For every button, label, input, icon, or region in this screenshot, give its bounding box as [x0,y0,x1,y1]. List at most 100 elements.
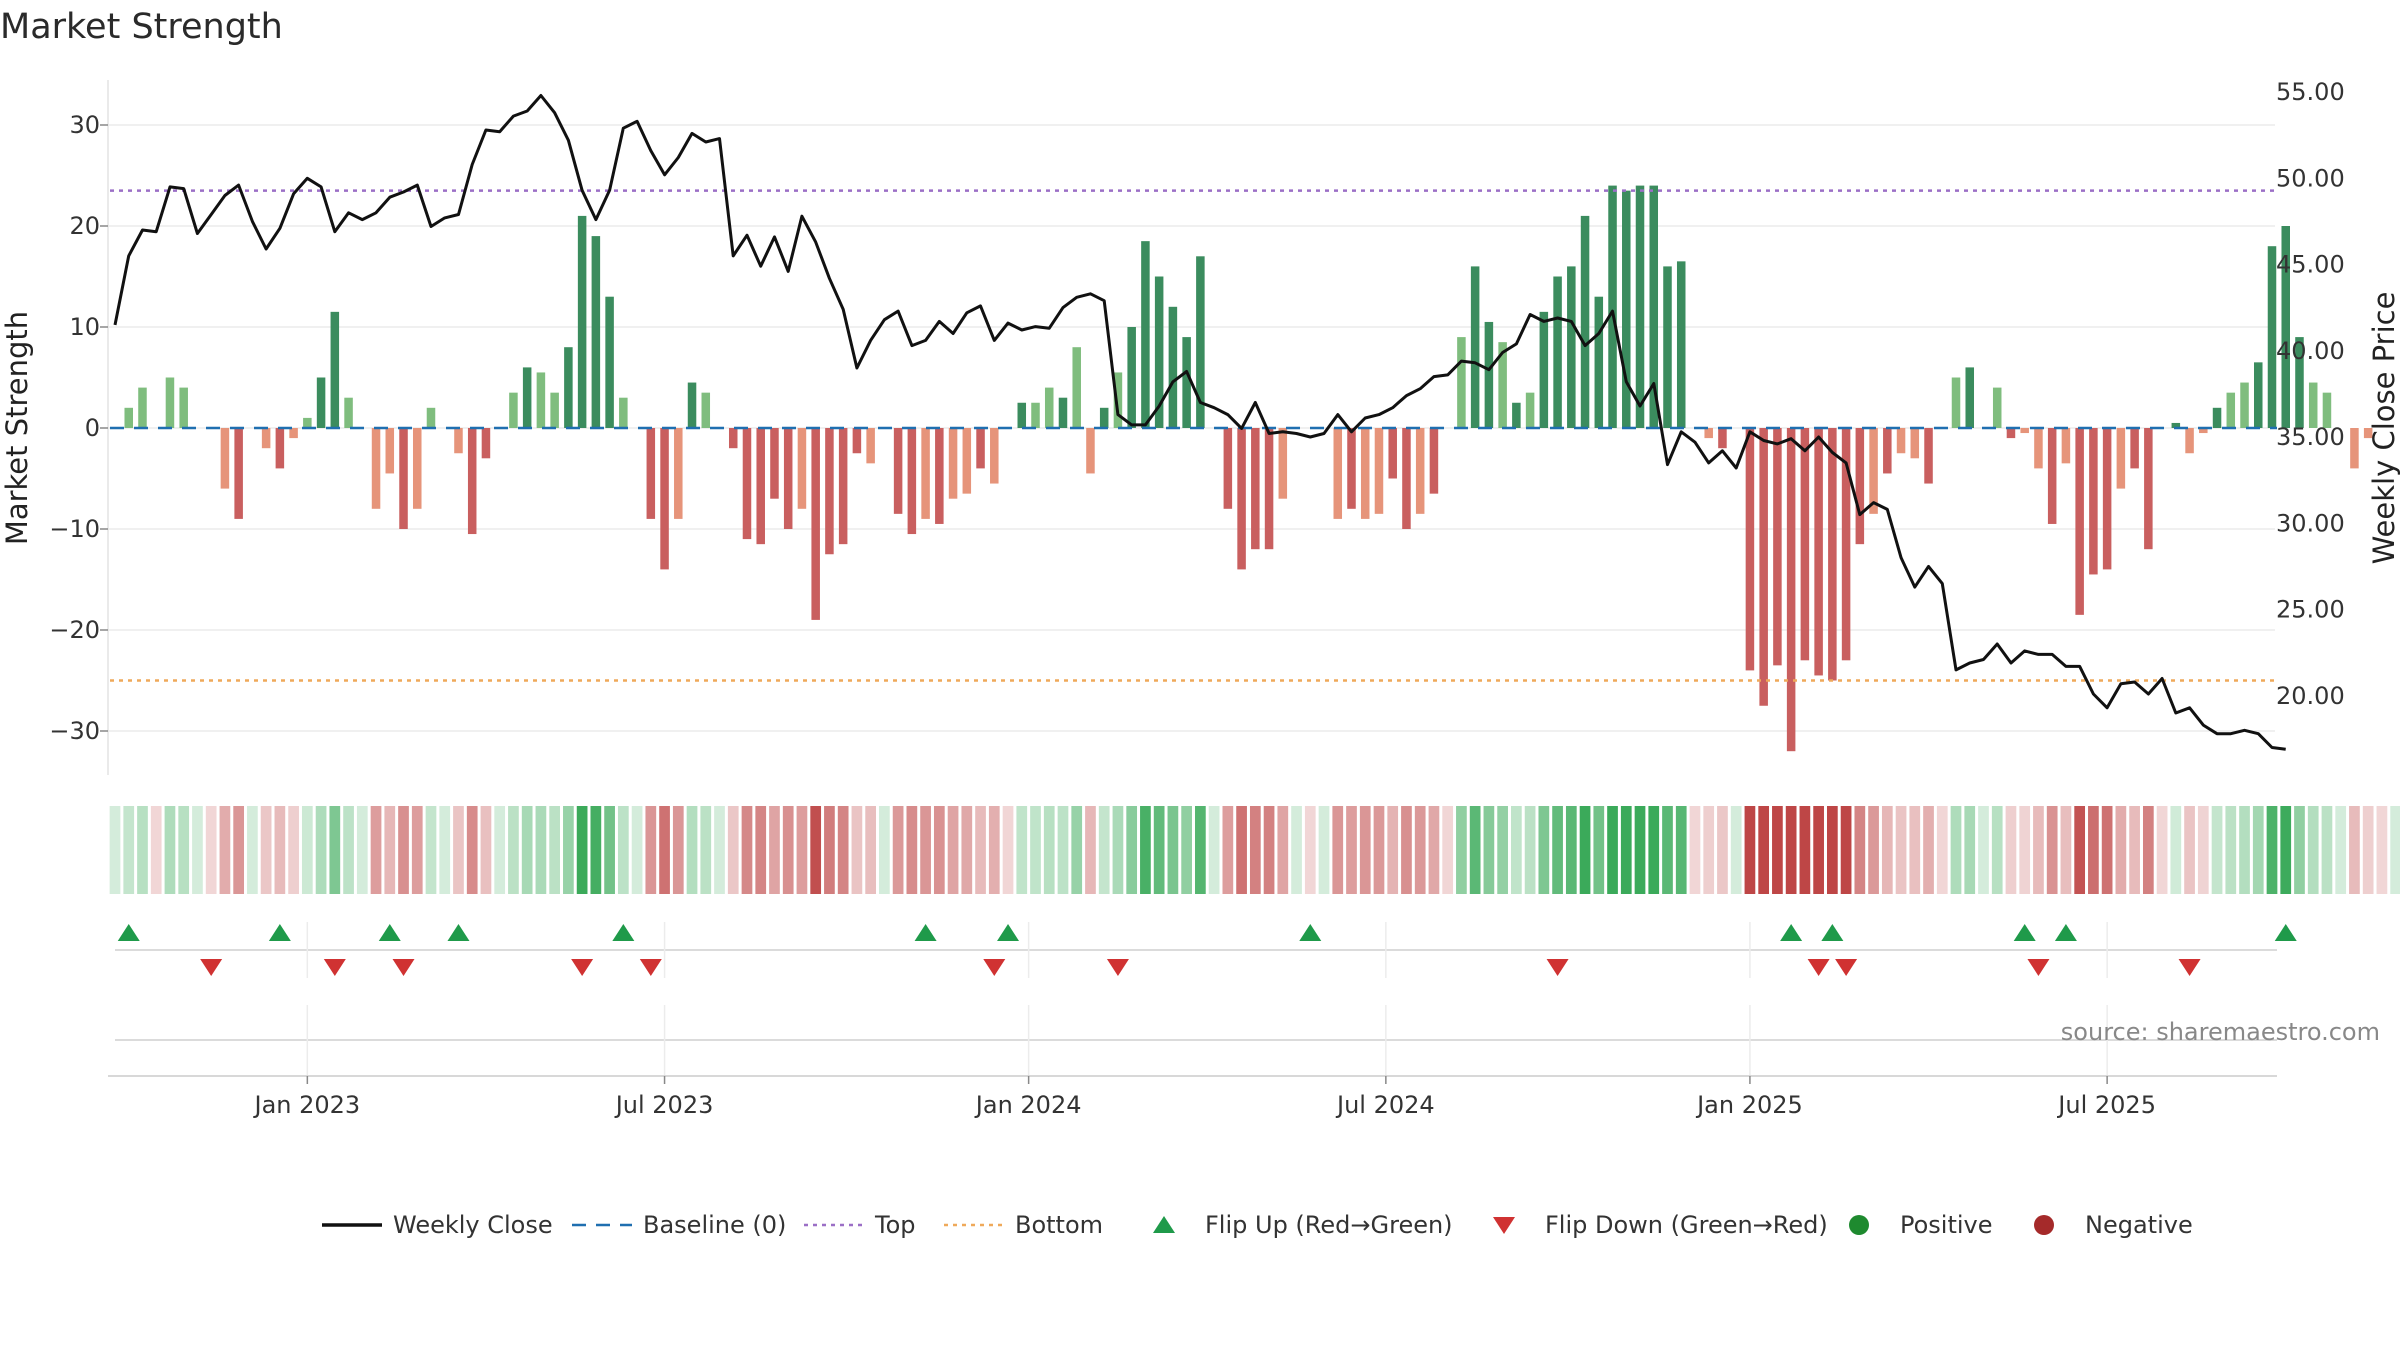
strip-cell [659,806,670,894]
strip-cell [1607,806,1618,894]
strength-bar [2240,382,2249,428]
flip-up-marker [914,924,937,941]
strength-bar [303,417,312,428]
strip-cell [1401,806,1412,894]
strength-bar [2295,337,2304,428]
strength-bar [646,428,656,519]
strip-cell [1483,806,1495,894]
x-tick-label: Jan 2023 [252,1091,360,1119]
strength-bar [921,428,930,519]
strength-bar [811,428,820,620]
strength-bar [577,215,587,428]
strength-bar [467,428,477,535]
strength-bar [1044,387,1054,428]
strip-cell [1936,806,1948,894]
strength-bar [426,407,436,428]
strip-cell [2225,806,2237,894]
flip-down-marker [639,959,662,976]
strip-cell [1840,806,1852,894]
x-tick-label: Jul 2023 [614,1091,714,1119]
strip-cell [1098,806,1110,894]
x-axis: Jan 2023 Jul 2023 Jan 2024 Jul 2024 Jan 2025… [108,1075,2277,1119]
strip-cell [975,806,986,894]
strip-cell [164,806,176,894]
strip-cell [1868,806,1879,894]
y-tick-label: −20 [49,616,100,644]
strip-cell [535,806,547,894]
strength-bar [1498,342,1507,428]
strength-bar [1924,428,1933,484]
strip-cell [1565,806,1577,894]
strip-cell [2390,806,2400,894]
y-tick-label: 30 [69,111,100,139]
strength-bar [412,428,422,509]
strength-bar [179,387,188,428]
legend-label: Flip Down (Green→Red) [1545,1211,1828,1239]
y-right-tick-label: 20.00 [2276,682,2345,710]
strength-bar [564,347,573,428]
strip-cell [2088,806,2099,894]
flip-up-marker [2274,924,2297,941]
strength-bar [2199,428,2208,434]
strip-cell [1195,806,1206,894]
strip-cell [1043,806,1055,894]
strength-bar [838,428,848,545]
strength-bar [1017,402,1027,428]
strength-bar [399,428,408,529]
strip-cell [1291,806,1302,894]
strip-cell [920,806,931,894]
strip-cell [1236,806,1247,894]
strip-cell [1593,806,1605,894]
strip-cell [494,806,506,894]
strength-bar [2020,428,2029,434]
strip-cell [343,806,354,894]
flip-down-marker [1807,959,1830,976]
strength-bar [2116,428,2126,489]
strip-cell [1717,806,1728,894]
strip-cell [2101,806,2113,894]
strength-bar [2185,428,2194,454]
strip-cell [2239,806,2250,894]
strip-cell [2294,806,2305,894]
strength-bar [1553,276,1562,428]
strip-cell [1428,806,1440,894]
strength-bar [1951,377,1961,428]
strip-cell [219,806,231,894]
strip-cell [192,806,203,894]
y-right-tick-label: 35.00 [2276,423,2345,451]
strength-bar [1196,256,1205,428]
strength-bar [2254,362,2263,428]
strip-cell [260,806,272,894]
strip-cell [370,806,382,894]
bar-series [124,185,2373,752]
legend-item: Negative [2034,1211,2193,1239]
strength-bar [1580,215,1590,428]
strip-cell [1085,806,1096,894]
strength-bar [1127,327,1136,428]
strip-cell [2184,806,2195,894]
strip-cell [1991,806,2003,894]
strength-bar [2350,428,2359,469]
strip-cell [1785,806,1797,894]
flip-down-marker [2027,959,2050,976]
strip-cell [2142,806,2154,894]
legend-item: Positive [1849,1211,1993,1239]
strip-cell [2280,806,2292,894]
strip-cell [1112,806,1124,894]
flip-up-marker [268,924,291,941]
flip-up-marker [997,924,1020,941]
strength-bar [2130,428,2139,469]
legend-label: Flip Up (Red→Green) [1205,1211,1453,1239]
strip-cell [2170,806,2182,894]
legend-item: Weekly Close [322,1211,553,1239]
strip-cell [453,806,464,894]
strip-cell [2046,806,2058,894]
strip-cell [782,806,794,894]
strength-bar [522,367,532,428]
strip-cell [2129,806,2140,894]
strip-cell [1881,806,1893,894]
strip-cell [398,806,409,894]
y-tick-label: −10 [49,515,100,543]
strip-cell [865,806,876,894]
strength-bar [1402,428,1411,529]
